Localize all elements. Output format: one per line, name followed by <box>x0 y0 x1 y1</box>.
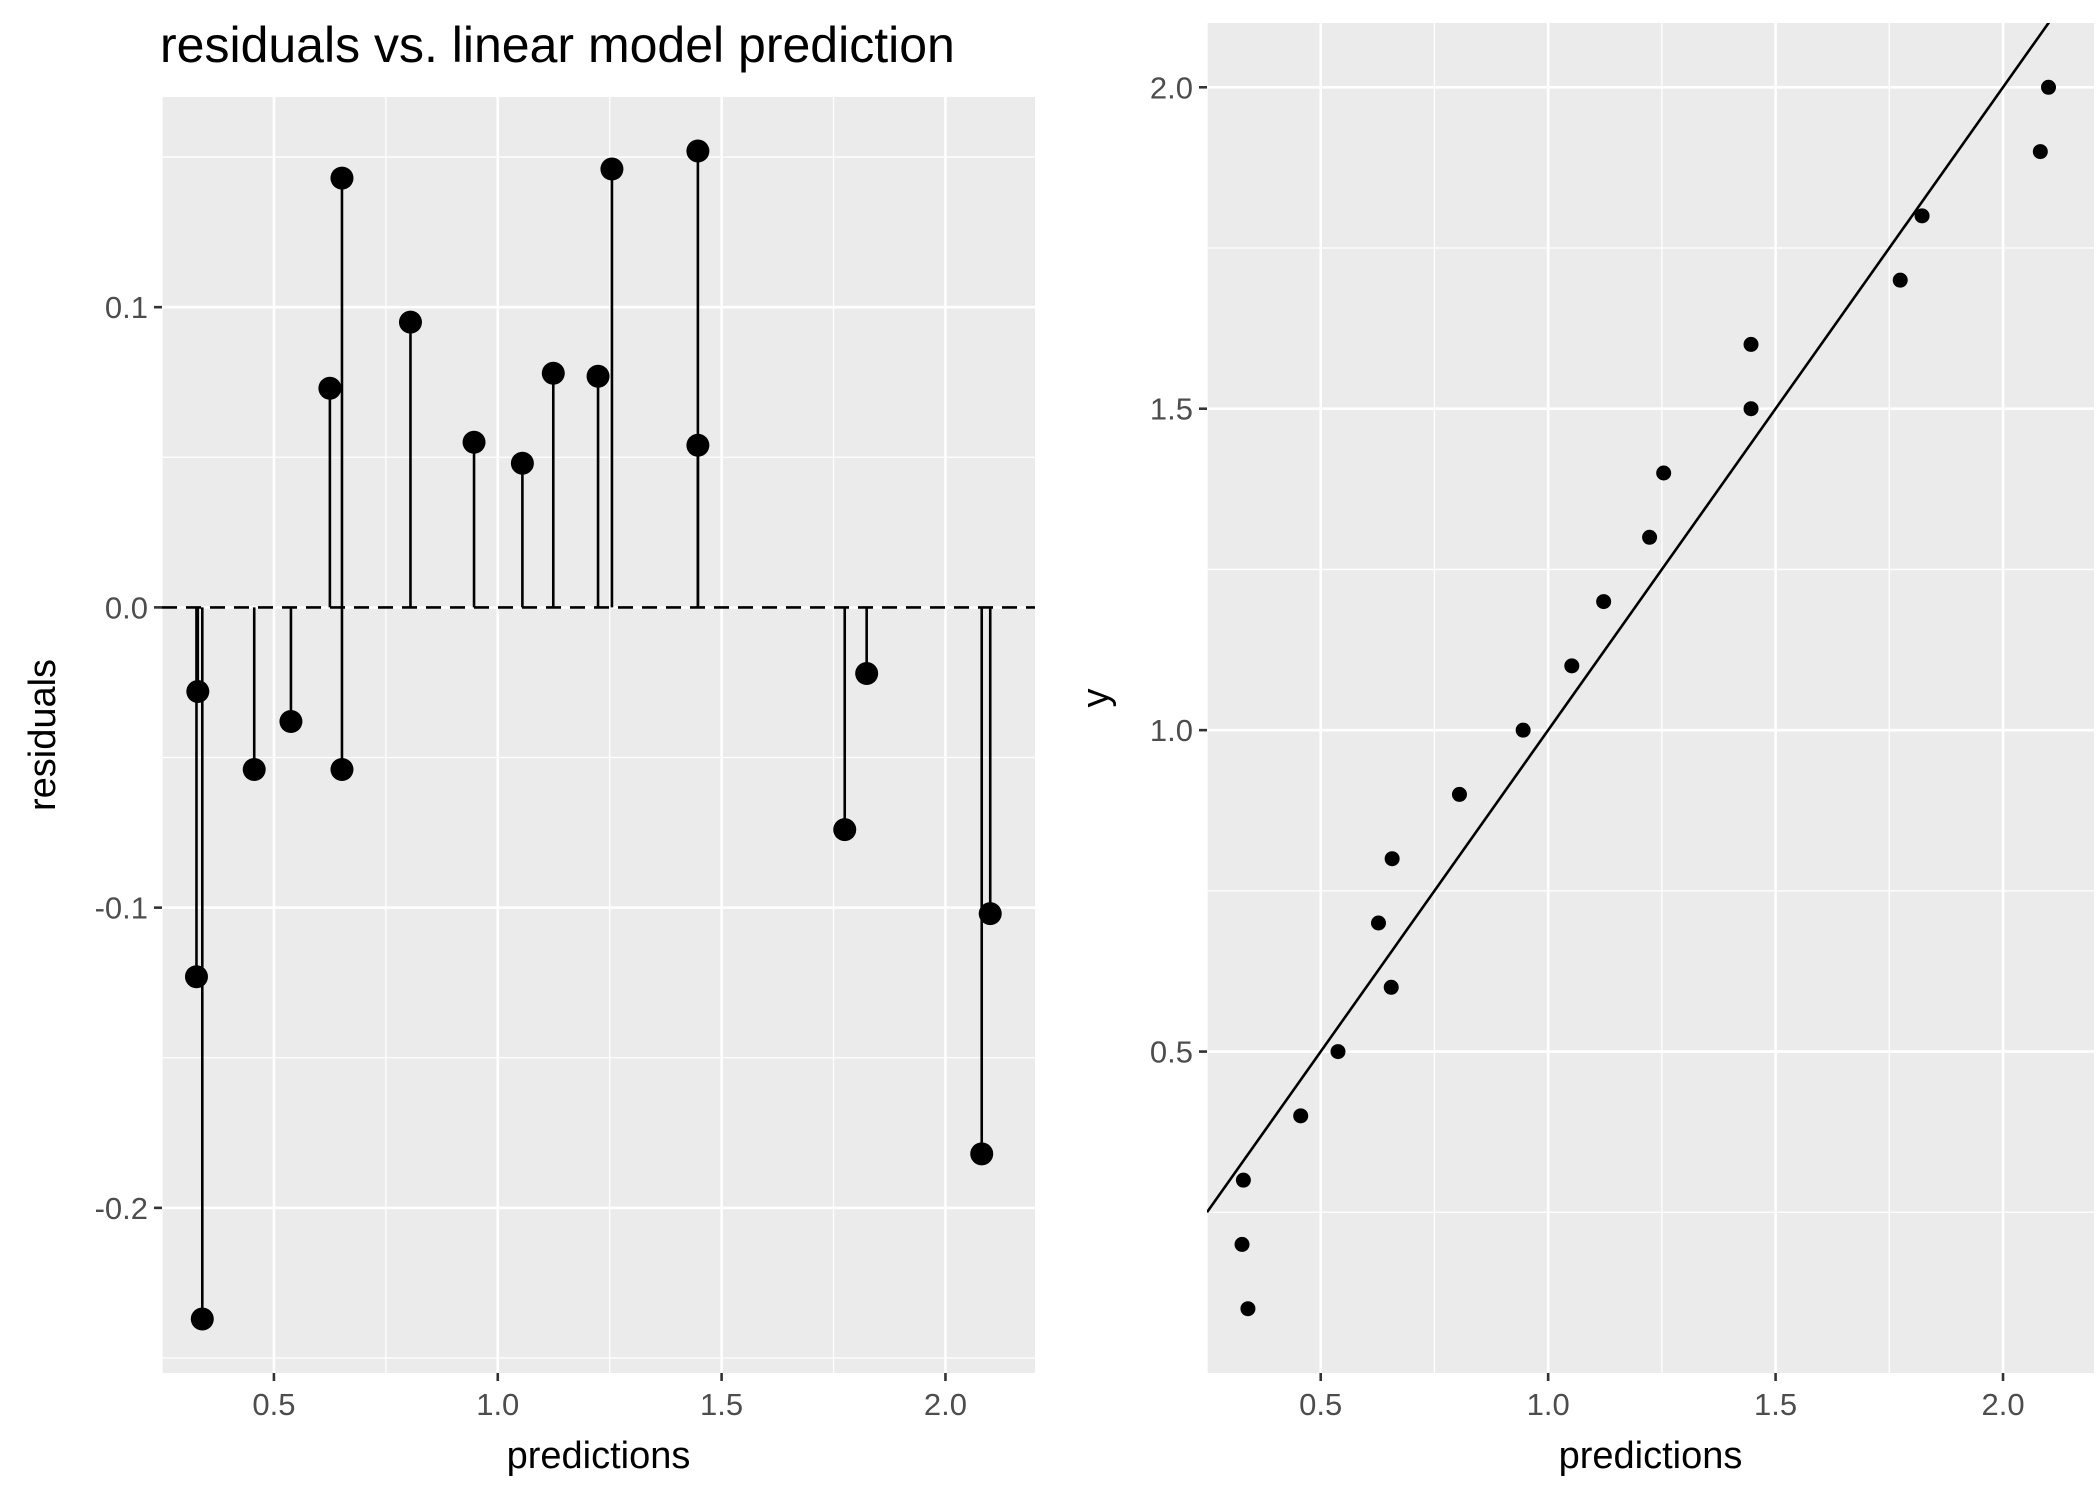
x-tick-label: 2.0 <box>924 1387 967 1422</box>
y-tick-label: 1.5 <box>1150 392 1193 427</box>
plot-background <box>1207 23 2094 1373</box>
data-layer <box>1207 23 2057 1317</box>
y-tick-label: 0.5 <box>1150 1035 1193 1070</box>
data-point <box>970 1142 994 1166</box>
residuals-panel: 0.5 1.0 1.5 2.0 -0.2 -0.1 0.0 0.1 predictions res… <box>22 17 1035 1477</box>
data-point <box>318 376 342 400</box>
plot-background <box>162 97 1035 1373</box>
data-point <box>279 709 303 733</box>
data-point <box>1330 1044 1346 1060</box>
x-tick-label: 1.0 <box>476 1387 519 1422</box>
data-point <box>330 166 354 190</box>
data-point <box>833 818 857 842</box>
data-point <box>978 902 1002 926</box>
data-point <box>686 139 710 163</box>
data-point <box>1384 851 1400 867</box>
y-tick-label: 0.1 <box>105 290 148 325</box>
x-tick-label: 0.5 <box>1299 1387 1342 1422</box>
data-point <box>1383 979 1399 995</box>
x-tick-label: 1.5 <box>1754 1387 1797 1422</box>
data-point <box>1515 722 1531 738</box>
data-point <box>184 965 208 989</box>
data-point <box>686 433 710 457</box>
data-point <box>1240 1301 1256 1317</box>
data-point <box>1892 272 1908 288</box>
data-point <box>1370 915 1386 931</box>
data-point <box>541 361 565 385</box>
identity-line <box>1207 23 2051 1214</box>
x-tick-label: 0.5 <box>252 1387 295 1422</box>
data-point <box>330 758 354 782</box>
data-point <box>1235 1172 1251 1188</box>
y-tick-label: -0.2 <box>95 1191 148 1226</box>
x-axis-title: predictions <box>507 1435 691 1477</box>
data-point <box>586 364 610 388</box>
prediction-vs-y-panel: 0.5 1.0 1.5 2.0 0.5 1.0 1.5 2.0 predictions y <box>1075 23 2094 1477</box>
x-tick-label: 1.5 <box>700 1387 743 1422</box>
y-tick-label: 0.0 <box>105 590 148 625</box>
y-tick-label: 2.0 <box>1150 70 1193 105</box>
data-point <box>1743 336 1759 352</box>
data-point <box>186 679 210 703</box>
x-tick-label: 1.0 <box>1527 1387 1570 1422</box>
data-point <box>190 1307 214 1331</box>
data-point <box>1656 465 1672 481</box>
data-point <box>462 430 486 454</box>
y-tick-label: 1.0 <box>1150 713 1193 748</box>
data-point <box>2041 79 2057 95</box>
data-point <box>398 310 422 334</box>
data-point <box>510 451 534 475</box>
data-point <box>1451 786 1467 802</box>
data-point <box>1293 1108 1309 1124</box>
data-point <box>1642 529 1658 545</box>
data-point <box>1914 208 1930 224</box>
data-point <box>1743 401 1759 417</box>
x-tick-label: 2.0 <box>1981 1387 2024 1422</box>
y-tick-label: -0.1 <box>95 891 148 926</box>
y-axis-title: y <box>1075 689 1117 708</box>
data-layer <box>162 139 1035 1331</box>
data-point <box>600 157 624 181</box>
data-point <box>1564 658 1580 674</box>
data-point <box>2032 144 2048 160</box>
x-axis-title: predictions <box>1559 1435 1743 1477</box>
data-point <box>1596 594 1612 610</box>
data-point <box>855 661 879 685</box>
chart-title: residuals vs. linear model prediction <box>160 17 955 73</box>
data-point <box>1234 1236 1250 1252</box>
y-axis-title: residuals <box>22 659 64 811</box>
data-point <box>242 758 266 782</box>
